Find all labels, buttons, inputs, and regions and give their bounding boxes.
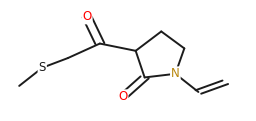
Text: O: O xyxy=(118,90,127,103)
Text: S: S xyxy=(39,61,46,74)
Text: O: O xyxy=(82,10,92,23)
Text: N: N xyxy=(171,67,180,80)
